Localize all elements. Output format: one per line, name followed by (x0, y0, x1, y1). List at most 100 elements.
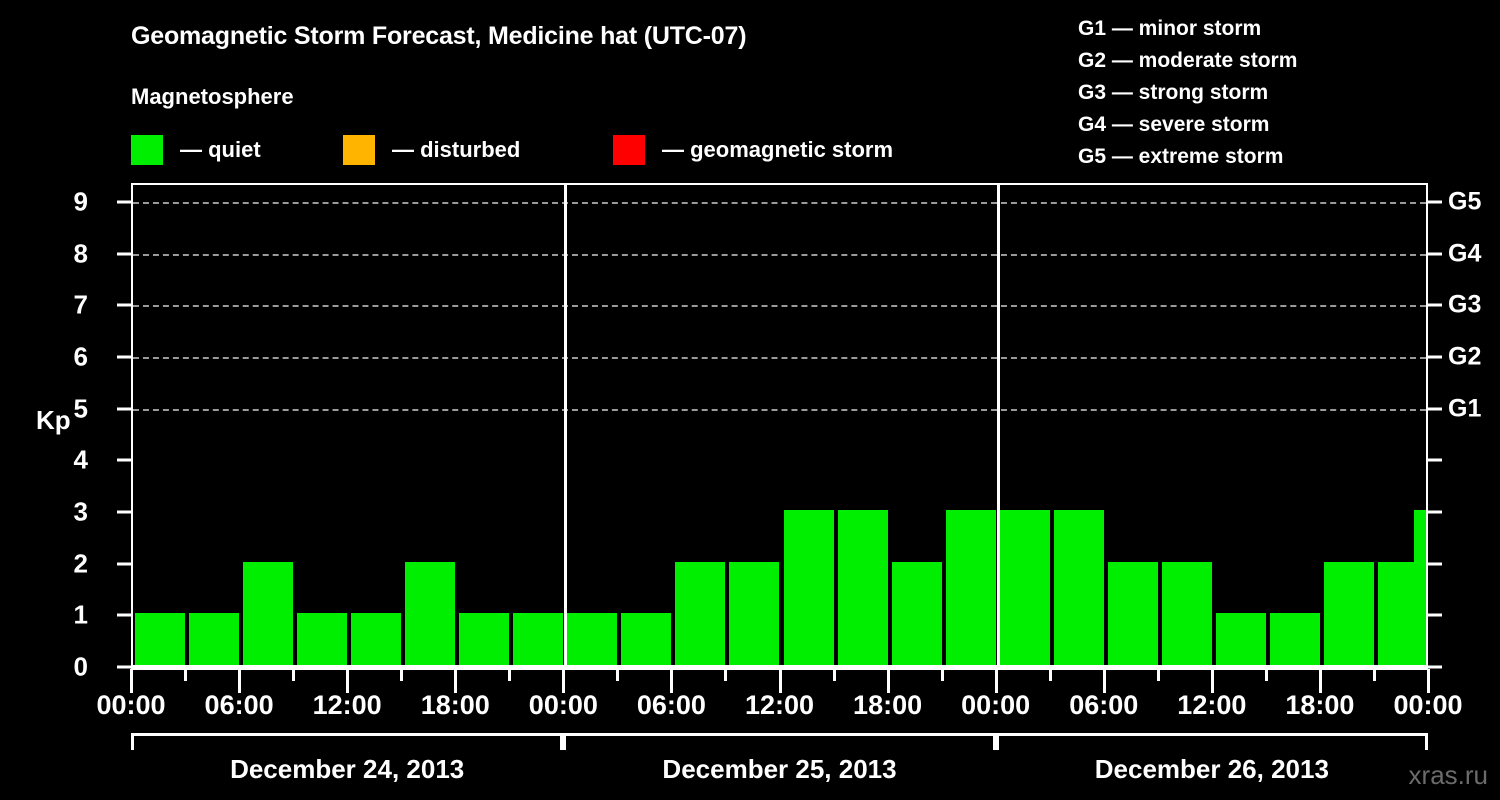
bar-kp (621, 613, 672, 665)
plot-canvas (133, 185, 1426, 665)
date-bracket (995, 733, 1428, 750)
y-tick-label-4: 4 (73, 444, 88, 475)
x-tick-major (346, 669, 350, 693)
y-tick-label-1: 1 (73, 599, 88, 630)
y-tick-mark-8 (117, 252, 131, 256)
y-tick-label-5: 5 (73, 393, 88, 424)
bar-kp (513, 613, 564, 665)
x-tick-minor (940, 669, 944, 681)
g-tick-label-g5: G5 (1448, 187, 1482, 216)
bar-kp (837, 510, 888, 665)
gridline-kp-6 (133, 357, 1426, 359)
bar-kp-trailing (1414, 510, 1426, 665)
page-title: Geomagnetic Storm Forecast, Medicine hat… (131, 22, 747, 50)
x-tick-minor (1264, 669, 1268, 681)
x-tick-major (238, 669, 242, 693)
right-axis-minor-tick-3 (1428, 510, 1442, 514)
x-tick-label: 12:00 (312, 690, 382, 720)
watermark: xras.ru (1408, 760, 1488, 790)
x-tick-minor (400, 669, 404, 681)
bar-kp (999, 510, 1050, 665)
x-tick-label: 06:00 (1069, 690, 1139, 720)
gridline-kp-5 (133, 408, 1426, 411)
right-axis-minor-tick-4 (1428, 458, 1442, 462)
y-axis-title: Kp (36, 405, 71, 435)
storm-swatch (613, 135, 645, 165)
right-axis-minor-tick-2 (1428, 562, 1442, 566)
legend-item-quiet: — quiet (131, 133, 261, 167)
y-tick-label-8: 8 (73, 238, 88, 269)
g-tick-mark-g5 (1428, 200, 1442, 204)
day-separator (564, 185, 568, 665)
x-tick-label: 06:00 (636, 690, 706, 720)
y-tick-mark-1 (117, 613, 131, 617)
bar-kp (297, 613, 348, 665)
g-tick-mark-g4 (1428, 252, 1442, 256)
g-tick-mark-g1 (1428, 407, 1442, 411)
y-tick-label-9: 9 (73, 186, 88, 217)
x-tick-label: 18:00 (853, 690, 923, 720)
g-scale-row-g4: G4 — severe storm (1078, 113, 1270, 136)
bar-kp (135, 613, 186, 665)
bar-kp (783, 510, 834, 665)
x-tick-label: 06:00 (204, 690, 274, 720)
bar-kp (729, 561, 780, 665)
x-tick-minor (616, 669, 620, 681)
legend-label-disturbed: — disturbed (392, 137, 521, 162)
day-separator (996, 185, 1000, 665)
x-tick-minor (832, 669, 836, 681)
bar-kp (405, 561, 456, 665)
y-tick-mark-2 (117, 562, 131, 566)
y-tick-mark-6 (117, 355, 131, 359)
bar-kp (243, 561, 294, 665)
y-tick-mark-9 (117, 200, 131, 204)
bar-kp (1053, 510, 1104, 665)
bar-kp (567, 613, 618, 665)
bar-kp (459, 613, 510, 665)
bar-kp (945, 510, 996, 665)
x-tick-major (130, 669, 133, 693)
x-tick-minor (1048, 669, 1052, 681)
y-tick-mark-4 (117, 458, 131, 462)
x-tick-label: 00:00 (528, 690, 598, 720)
plot-area (131, 183, 1428, 667)
bar-kp (1161, 561, 1212, 665)
disturbed-swatch (343, 135, 375, 165)
date-label: December 24, 2013 (230, 754, 465, 784)
chart-subtitle: Magnetosphere (131, 84, 294, 109)
g-scale-row-g1: G1 — minor storm (1078, 17, 1262, 40)
g-tick-label-g1: G1 (1448, 394, 1482, 423)
x-tick-minor (292, 669, 296, 681)
g-scale-row-g5: G5 — extreme storm (1078, 145, 1284, 168)
x-tick-major (1102, 669, 1106, 693)
x-tick-major (1427, 669, 1430, 693)
date-bracket (563, 733, 996, 750)
x-tick-label: 18:00 (420, 690, 490, 720)
g-scale-row-g2: G2 — moderate storm (1078, 49, 1298, 72)
y-tick-mark-7 (117, 303, 131, 307)
y-tick-label-0: 0 (73, 651, 88, 682)
x-tick-minor (508, 669, 512, 681)
y-tick-mark-3 (117, 510, 131, 514)
quiet-swatch (131, 135, 163, 165)
legend-item-disturbed: — disturbed (343, 133, 520, 167)
g-tick-mark-g3 (1428, 303, 1442, 307)
y-tick-label-3: 3 (73, 496, 88, 527)
x-tick-major (454, 669, 458, 693)
x-tick-label: 00:00 (96, 690, 166, 720)
y-tick-label-7: 7 (73, 289, 88, 320)
x-tick-minor (184, 669, 188, 681)
g-tick-label-g3: G3 (1448, 290, 1482, 319)
bar-kp (189, 613, 240, 665)
bar-kp (1323, 561, 1374, 665)
bar-kp (1107, 561, 1158, 665)
x-tick-minor (1372, 669, 1376, 681)
right-axis-minor-tick-0 (1428, 665, 1442, 669)
y-tick-label-6: 6 (73, 341, 88, 372)
legend-label-quiet: — quiet (180, 137, 261, 162)
gridline-kp-9 (133, 202, 1426, 204)
gridline-kp-8 (133, 253, 1426, 256)
x-tick-label: 12:00 (1177, 690, 1247, 720)
x-axis-line (131, 667, 1428, 670)
